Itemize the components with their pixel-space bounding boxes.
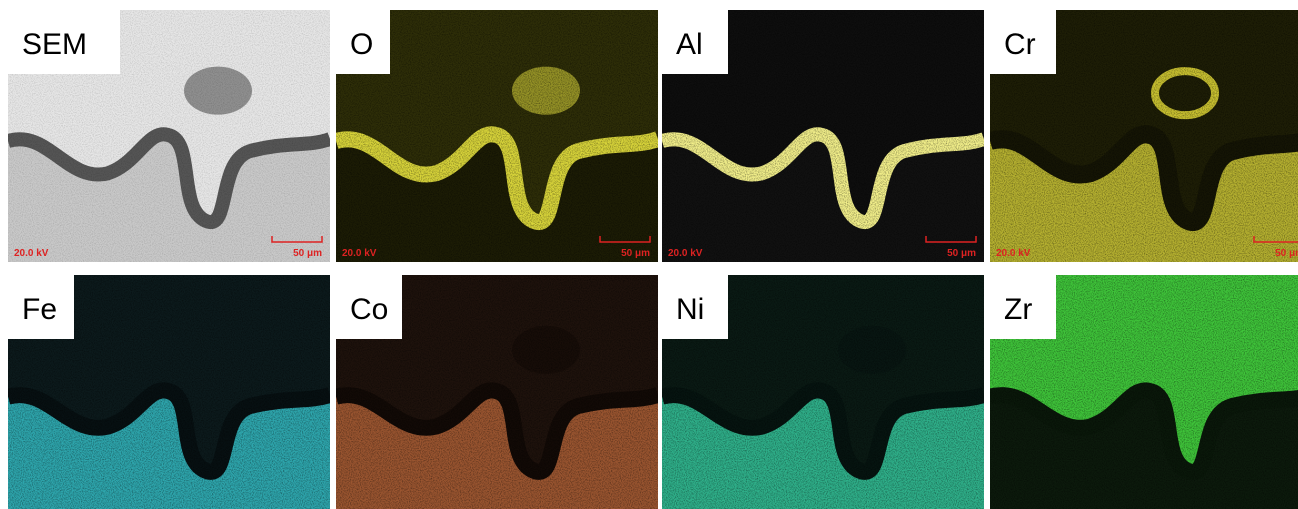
voltage-label: 20.0 kV xyxy=(14,248,49,259)
panel-label: Ni xyxy=(676,293,704,326)
scale-label: 50 μm xyxy=(947,248,976,259)
voltage-label: 20.0 kV xyxy=(342,248,377,259)
panel-label: Cr xyxy=(1004,28,1036,61)
panel: Ni xyxy=(662,275,984,509)
panel-label: Fe xyxy=(22,293,57,326)
voltage-label: 20.0 kV xyxy=(996,248,1031,259)
panel: Fe xyxy=(8,275,330,509)
panel-label: Co xyxy=(350,293,388,326)
panel: Zr xyxy=(990,275,1298,509)
voltage-label: 20.0 kV xyxy=(668,248,703,259)
scale-label: 50 μm xyxy=(1275,248,1298,259)
scale-label: 50 μm xyxy=(621,248,650,259)
panel-label: SEM xyxy=(22,28,87,61)
panel: Al 20.0 kV 50 μm xyxy=(662,10,984,262)
panel-label: Al xyxy=(676,28,703,61)
scale-label: 50 μm xyxy=(293,248,322,259)
page: SEM 20.0 kV 50 μm O 20.0 kV 50 μm Al 20.0 kV 50 … xyxy=(0,0,1298,509)
panel: Cr 20.0 kV 50 μm xyxy=(990,10,1298,262)
figure: SEM 20.0 kV 50 μm O 20.0 kV 50 μm Al 20.0 kV 50 … xyxy=(0,0,1298,509)
panel: Co xyxy=(336,275,658,509)
panel: O 20.0 kV 50 μm xyxy=(336,10,658,262)
panel: SEM 20.0 kV 50 μm xyxy=(8,10,330,262)
panel-label: O xyxy=(350,28,373,61)
panel-label: Zr xyxy=(1004,293,1032,326)
